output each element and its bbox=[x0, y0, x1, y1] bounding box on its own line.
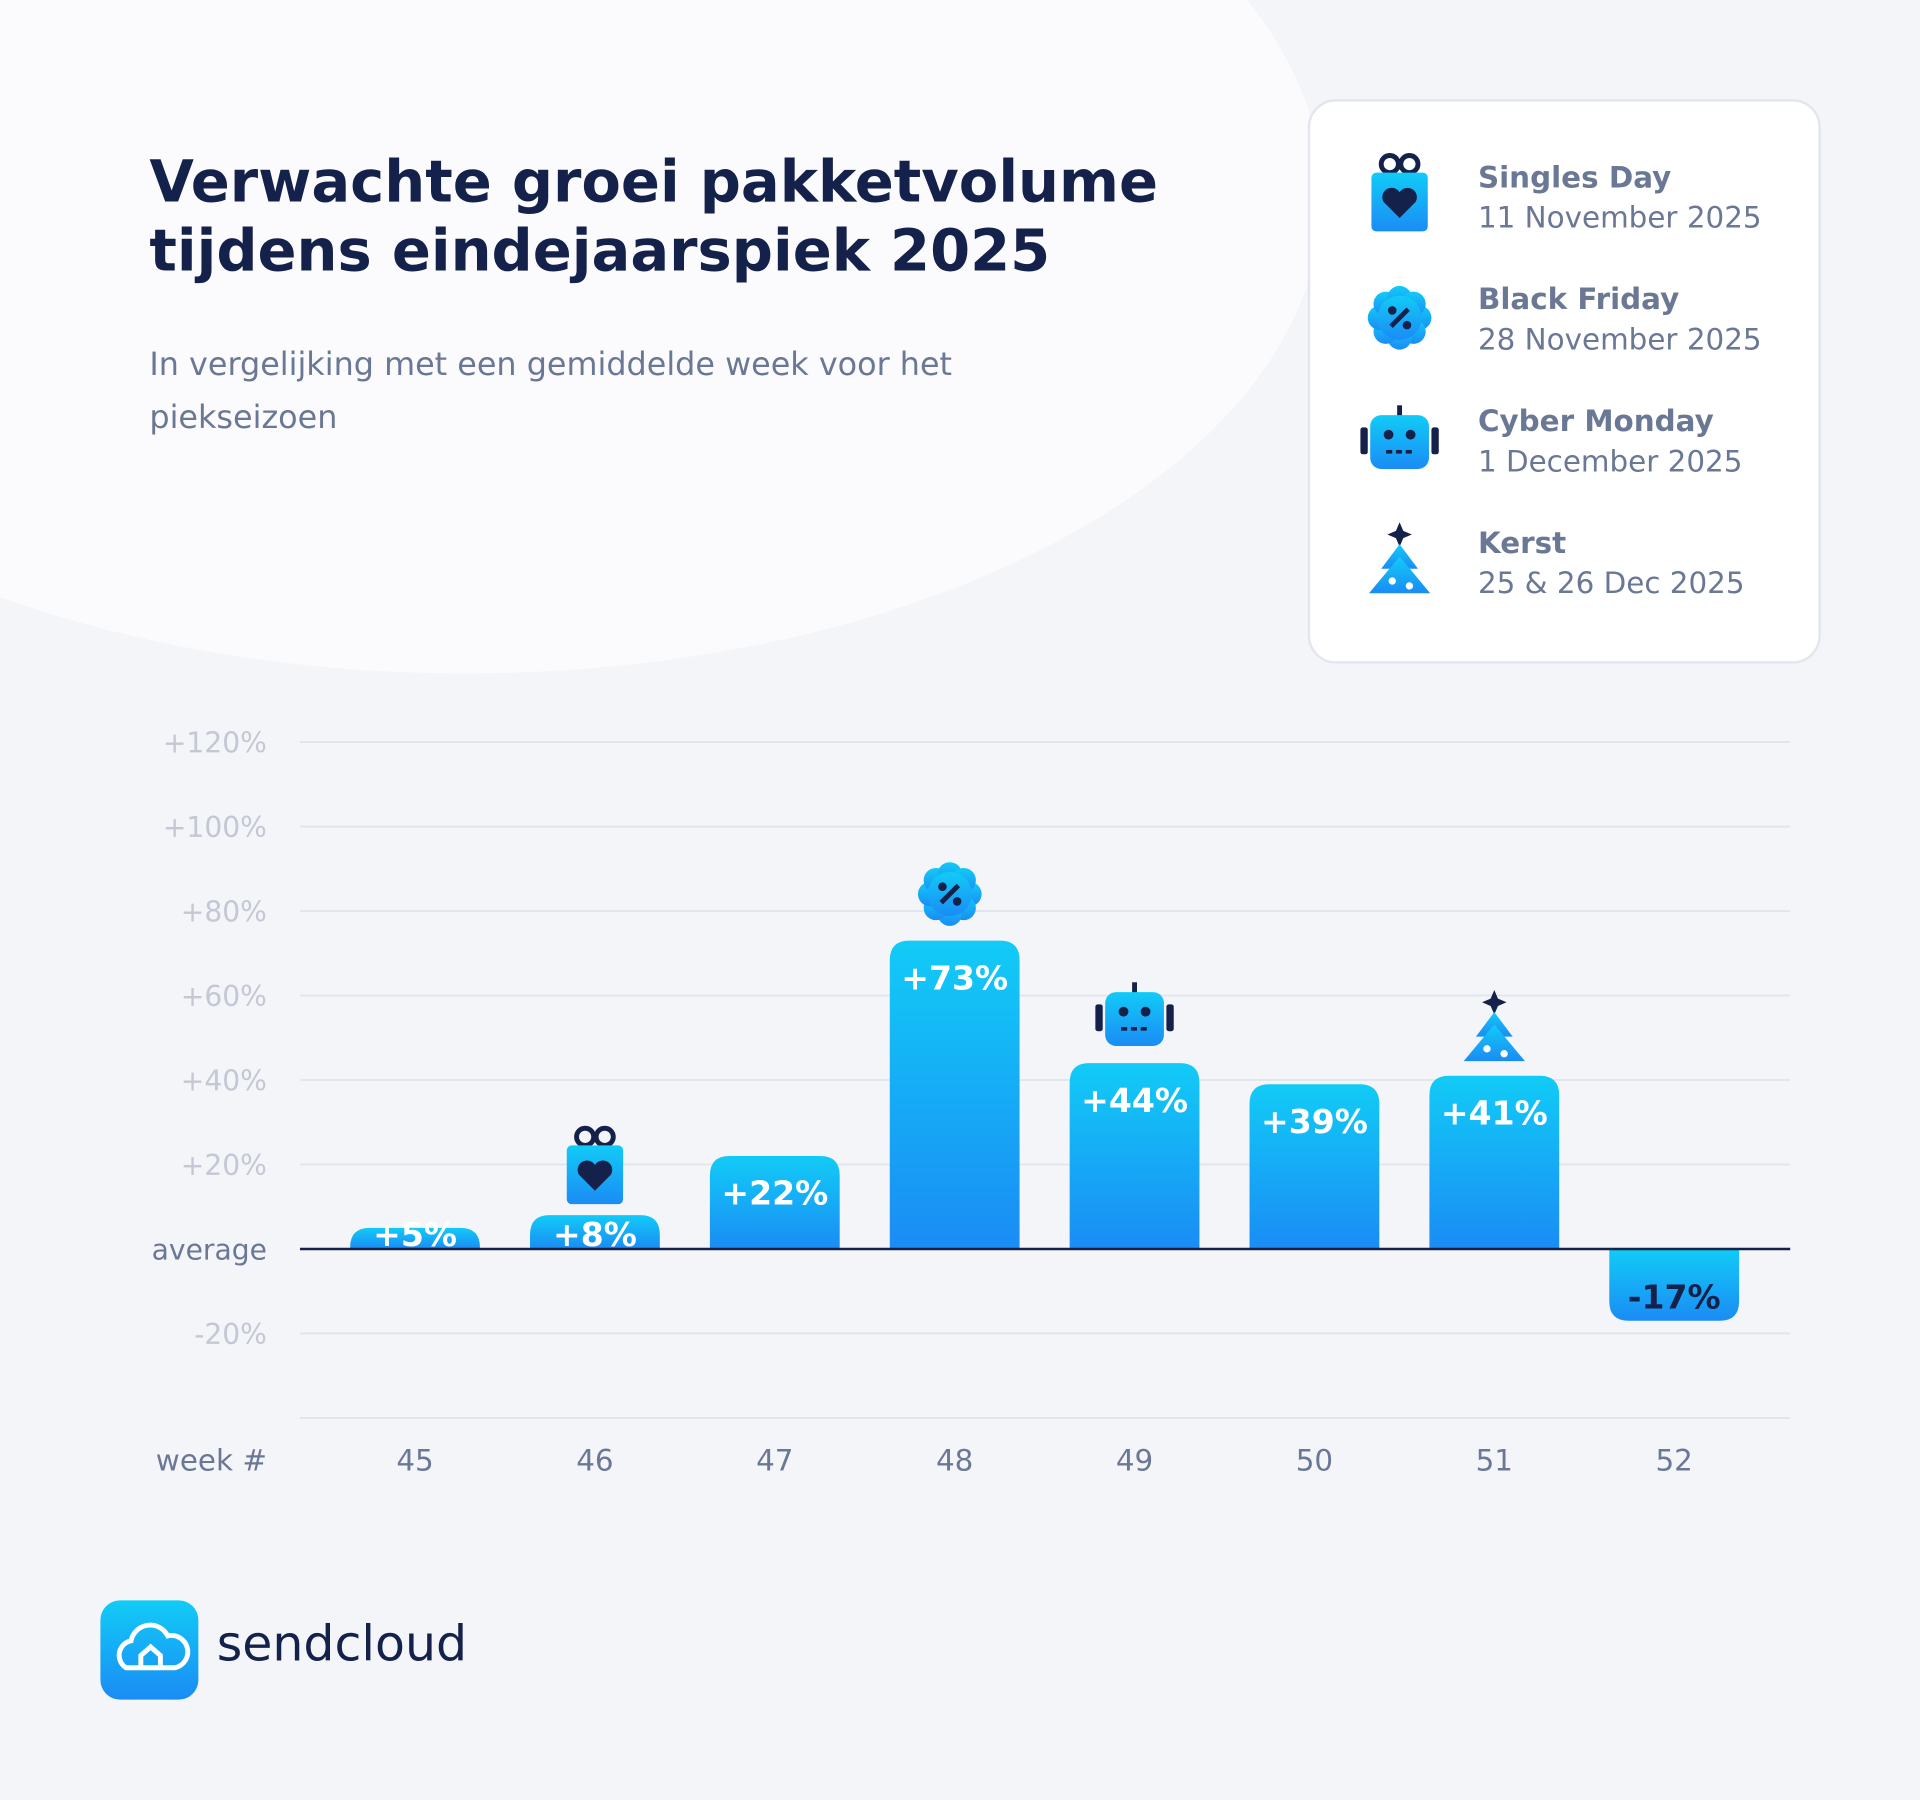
logo-cloud bbox=[116, 1622, 191, 1671]
eye bbox=[1383, 429, 1394, 440]
title-line: Verwachte groei pakketvolume bbox=[149, 149, 1158, 216]
event-date: 25 & 26 Dec 2025 bbox=[1478, 566, 1745, 600]
ornament bbox=[1388, 577, 1396, 585]
heart bbox=[1382, 187, 1417, 218]
event-name: Black Friday bbox=[1478, 282, 1679, 316]
y-tick-label: +100% bbox=[163, 811, 267, 844]
ear bbox=[1360, 427, 1368, 455]
ornament bbox=[1405, 582, 1414, 590]
x-axis-label: week # bbox=[156, 1444, 267, 1478]
heart bbox=[577, 1160, 613, 1191]
x-tick-label: 46 bbox=[576, 1444, 613, 1478]
ear bbox=[1095, 1004, 1103, 1032]
bar bbox=[889, 940, 1020, 1249]
tree-icon bbox=[1368, 522, 1431, 594]
title-line: tijdens eindejaarspiek 2025 bbox=[149, 217, 1050, 284]
robot-icon bbox=[1360, 405, 1439, 469]
value-label: -17% bbox=[1628, 1277, 1721, 1316]
y-tick-label: +120% bbox=[163, 726, 267, 759]
value-label: +41% bbox=[1441, 1093, 1548, 1132]
subtitle-line: piekseizoen bbox=[149, 398, 337, 436]
star bbox=[1387, 522, 1412, 547]
ornament bbox=[1483, 1045, 1491, 1053]
dot bbox=[1387, 306, 1397, 315]
value-label: +44% bbox=[1081, 1081, 1188, 1120]
ornament bbox=[1500, 1050, 1508, 1058]
bar bbox=[530, 1215, 660, 1249]
background-blob bbox=[0, 0, 1323, 674]
tree-icon bbox=[1463, 990, 1525, 1062]
x-tick-label: 49 bbox=[1116, 1444, 1153, 1478]
dot bbox=[952, 897, 962, 906]
ear bbox=[1431, 427, 1439, 455]
x-tick-label: 45 bbox=[396, 1444, 433, 1478]
event-name: Cyber Monday bbox=[1478, 404, 1714, 438]
y-tick-label: average bbox=[152, 1233, 267, 1266]
tree-bottom bbox=[1368, 556, 1431, 594]
bar bbox=[1609, 1248, 1740, 1321]
ear bbox=[1166, 1004, 1174, 1032]
robot-icon bbox=[1095, 982, 1174, 1046]
x-tick-label: 48 bbox=[936, 1444, 973, 1478]
head bbox=[1105, 992, 1164, 1046]
logo-text: sendcloud bbox=[217, 1615, 467, 1672]
dot bbox=[938, 882, 947, 891]
y-tick-label: -20% bbox=[194, 1318, 267, 1351]
x-tick-label: 51 bbox=[1476, 1444, 1513, 1478]
subtitle-line: In vergelijking met een gemiddelde week … bbox=[149, 345, 952, 383]
slash bbox=[939, 883, 961, 905]
y-tick-label: +20% bbox=[181, 1149, 267, 1182]
star bbox=[1482, 990, 1507, 1015]
legend-box bbox=[1307, 99, 1821, 664]
eye bbox=[1405, 429, 1416, 440]
y-tick-label: +60% bbox=[181, 980, 267, 1013]
value-label: +8% bbox=[553, 1215, 637, 1254]
event-name: Singles Day bbox=[1478, 160, 1671, 194]
dot bbox=[1402, 320, 1412, 330]
value-label: +39% bbox=[1261, 1102, 1368, 1141]
slash bbox=[1389, 307, 1410, 329]
y-tick-label: +80% bbox=[181, 895, 267, 928]
event-date: 11 November 2025 bbox=[1478, 201, 1762, 235]
x-tick-label: 50 bbox=[1296, 1444, 1333, 1478]
x-tick-label: 47 bbox=[756, 1444, 793, 1478]
event-name: Kerst bbox=[1478, 526, 1566, 560]
bar bbox=[1429, 1075, 1560, 1249]
bar bbox=[709, 1156, 840, 1249]
tree-bottom bbox=[1463, 1024, 1525, 1062]
value-label: +22% bbox=[721, 1174, 828, 1213]
badge-icon bbox=[917, 862, 982, 926]
value-label: +73% bbox=[901, 958, 1008, 997]
bar bbox=[1249, 1084, 1380, 1249]
eye bbox=[1118, 1006, 1129, 1017]
bar bbox=[1069, 1063, 1200, 1249]
logo-house bbox=[138, 1643, 163, 1668]
bar bbox=[350, 1227, 480, 1249]
x-tick-label: 52 bbox=[1655, 1444, 1692, 1478]
event-date: 1 December 2025 bbox=[1478, 444, 1742, 478]
value-label: +5% bbox=[373, 1215, 457, 1254]
event-date: 28 November 2025 bbox=[1478, 323, 1762, 357]
badge-icon bbox=[1367, 285, 1432, 350]
gift-icon bbox=[1371, 153, 1428, 232]
y-tick-label: +40% bbox=[181, 1064, 267, 1097]
gift-icon bbox=[566, 1125, 624, 1205]
eye bbox=[1140, 1006, 1151, 1017]
head bbox=[1370, 415, 1429, 469]
